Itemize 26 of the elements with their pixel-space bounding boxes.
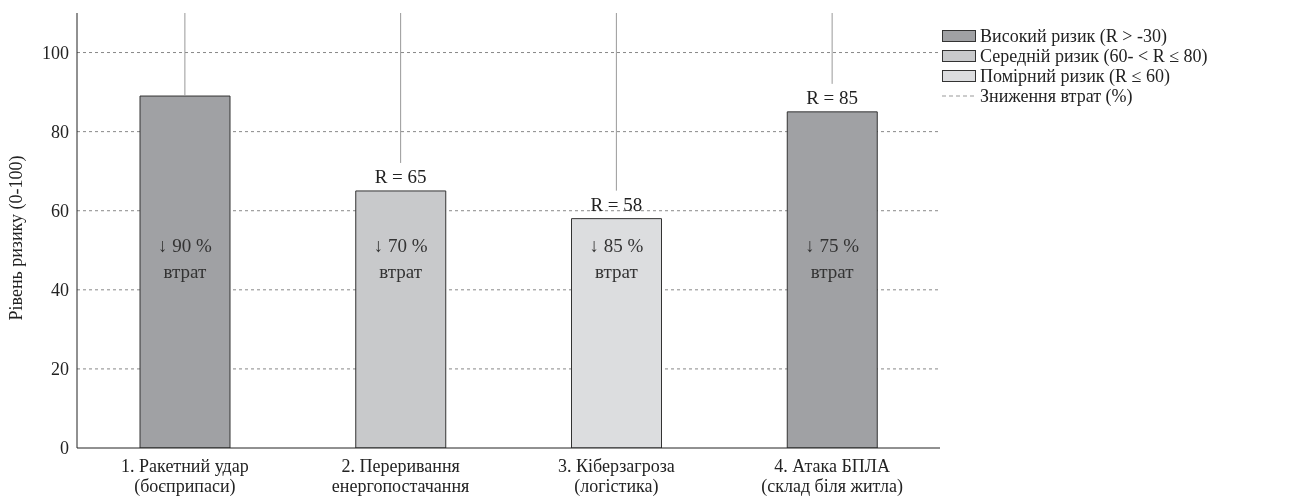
y-tick-label: 60 — [51, 201, 69, 222]
legend-label: Помірний ризик (R ≤ 60) — [980, 66, 1170, 86]
x-tick-label: 3. Кіберзагроза (логістика) — [558, 456, 675, 497]
data-label: R = 65 — [374, 165, 427, 187]
y-axis-title: Рівень ризику (0-100) — [6, 155, 28, 321]
legend-label: Високий ризик (R > -30) — [980, 26, 1167, 46]
y-tick-label: 80 — [51, 122, 69, 143]
legend-label: Зниження втрат (%) — [980, 86, 1133, 106]
y-tick-label: 20 — [51, 359, 69, 380]
annotation: ↓ 90 % втрат — [157, 235, 212, 283]
bar — [571, 218, 662, 448]
annotation: ↓ 85 % втрат — [589, 235, 644, 283]
annotation: ↓ 75 % втрат — [805, 235, 860, 283]
x-tick-label: 1. Ракетний удар (боєприпаси) — [121, 456, 249, 497]
x-tick-label: 4. Атака БПЛА (склад біля житла) — [761, 456, 903, 497]
legend-label: Середній ризик (60- < R ≤ 80) — [980, 46, 1208, 66]
bar — [355, 190, 447, 448]
annotation: ↓ 70 % втрат — [373, 235, 428, 283]
x-tick-label: 2. Переривання енергопостачання — [331, 456, 470, 496]
data-label: R = 85 — [806, 86, 859, 108]
y-tick-label: 0 — [60, 438, 69, 459]
bar — [139, 95, 231, 448]
y-tick-label: 100 — [42, 42, 69, 63]
y-tick-label: 40 — [51, 280, 69, 301]
data-label: R = 58 — [590, 193, 643, 215]
bar — [786, 111, 878, 448]
